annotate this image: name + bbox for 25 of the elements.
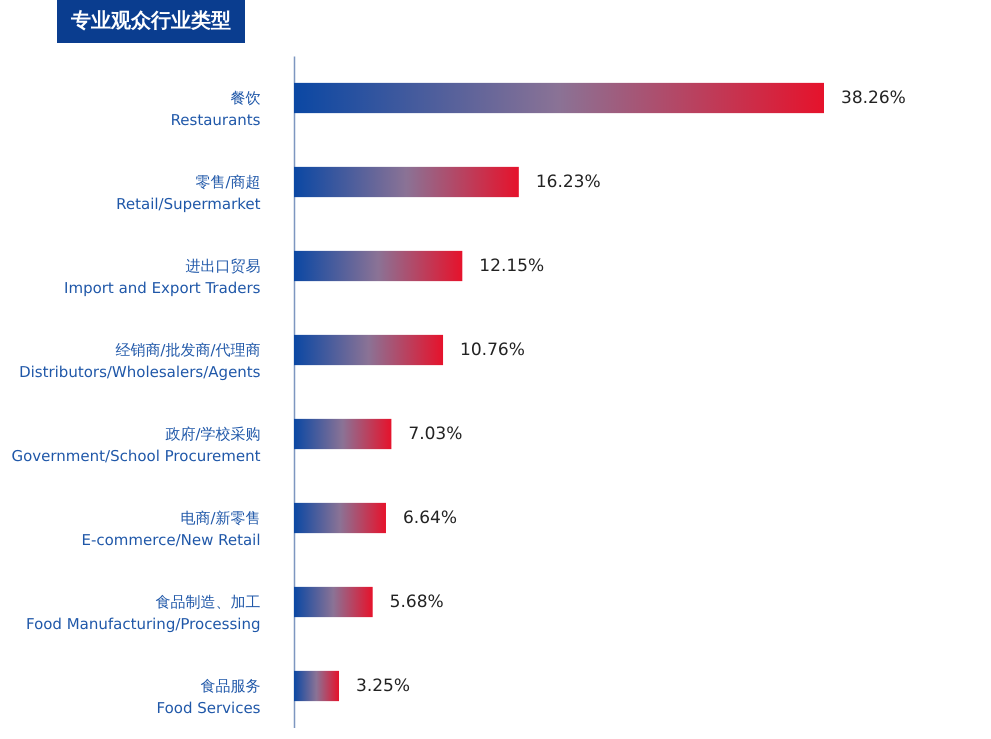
y-tick-label: 餐饮 Restaurants [170,89,261,129]
data-label: 10.76% [460,340,525,360]
bar [294,166,519,198]
bar [294,502,386,534]
bar [294,670,340,702]
y-tick-label: 食品制造、加工 Food Manufacturing/Processing [26,593,260,633]
bar [294,250,462,282]
data-label: 38.26% [841,88,906,108]
data-label: 7.03% [408,424,462,444]
y-tick-label: 进出口贸易 Import and Export Traders [64,257,261,297]
data-label: 5.68% [390,592,444,612]
data-label: 6.64% [402,508,457,528]
chart-title: 专业观众行业类型 [57,0,245,43]
data-label: 16.23% [536,172,601,192]
y-tick-label: 电商/新零售 E-commerce/New Retail [81,509,260,549]
bar [294,418,392,450]
y-tick-label: 政府/学校采购 Government/School Procurement [11,425,261,465]
data-label: 12.15% [479,256,544,276]
y-tick-label: 食品服务 Food Services [156,677,261,717]
bar [294,334,444,366]
bar [294,82,824,114]
y-tick-label: 零售/商超 Retail/Supermarket [116,173,261,213]
y-tick-label: 经销商/批发商/代理商 Distributors/Wholesalers/Agents [19,341,261,381]
data-label: 3.25% [356,676,410,696]
bar [294,586,373,618]
